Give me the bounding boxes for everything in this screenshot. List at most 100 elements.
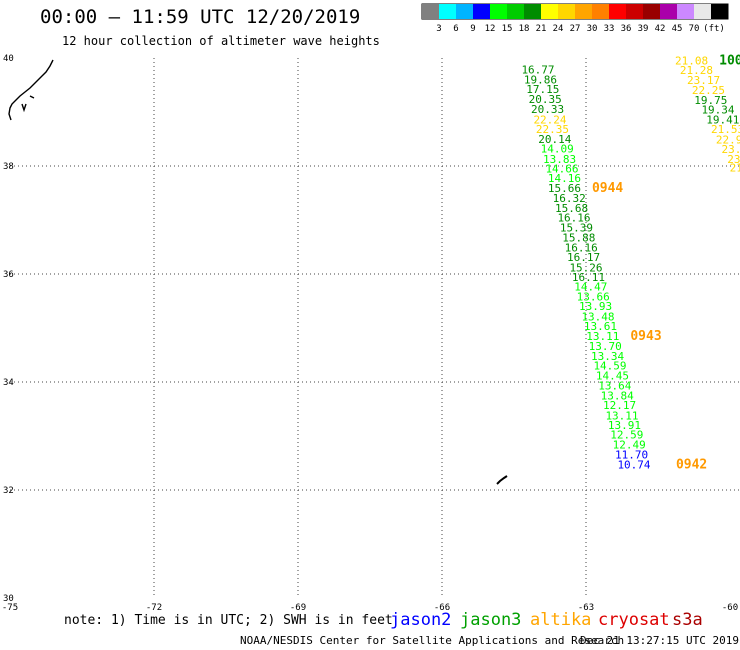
color-swatch: [575, 4, 592, 19]
wave-height-value: 15.39: [560, 221, 593, 234]
color-swatch: [626, 4, 643, 19]
wave-height-value: 19.86: [524, 73, 557, 86]
pass-time-label: 0943: [630, 329, 661, 344]
wave-height-value: 23.2: [722, 143, 740, 156]
bermuda-island: [496, 475, 508, 485]
color-scale-label: 42: [655, 24, 666, 34]
wave-height-value: 19.34: [701, 104, 734, 117]
wave-height-value: 13.11: [586, 330, 619, 343]
latitude-label: 38: [3, 162, 14, 172]
wave-height-value: 13.66: [577, 290, 610, 303]
color-scale-label: 15: [502, 24, 513, 34]
wave-height-value: 10.74: [617, 458, 650, 471]
wave-height-value: 14.16: [548, 172, 581, 185]
wave-height-value: 14.09: [541, 143, 574, 156]
wave-height-value: 19.75: [694, 94, 727, 107]
wave-height-value: 14.59: [593, 360, 626, 373]
wave-height-value: 20.35: [529, 93, 562, 106]
wave-height-value: 12.17: [603, 399, 636, 412]
wave-height-value: 16.32: [553, 192, 586, 205]
color-scale-label: 18: [519, 24, 530, 34]
color-scale-label: 6: [453, 24, 458, 34]
color-swatch: [439, 4, 456, 19]
wave-height-value: 13.48: [581, 310, 614, 323]
color-scale-label: 33: [604, 24, 615, 34]
color-scale-label: 36: [621, 24, 632, 34]
wave-height-value: 19.41: [706, 113, 739, 126]
map-title: 00:00 – 11:59 UTC 12/20/2019: [40, 6, 361, 28]
color-scale-label: 30: [587, 24, 598, 34]
wave-height-value: 15.68: [555, 202, 588, 215]
latitude-label: 32: [3, 486, 14, 496]
wave-height-value: 12.49: [613, 438, 646, 451]
color-swatch: [711, 4, 728, 19]
color-swatch: [677, 4, 694, 19]
mission-cryosat: cryosat: [598, 610, 670, 630]
mission-altika: altika: [530, 610, 592, 630]
color-swatch: [456, 4, 473, 19]
wave-height-value: 22.24: [533, 113, 566, 126]
wave-height-value: 13.91: [608, 419, 641, 432]
wave-height-value: 15.88: [562, 232, 595, 245]
mission-s3a: s3a: [672, 610, 703, 630]
color-scale-label: 24: [553, 24, 564, 34]
wave-height-value: 16.16: [557, 212, 590, 225]
color-swatch: [490, 4, 507, 19]
color-swatch: [507, 4, 524, 19]
wave-height-value: 20.14: [538, 133, 571, 146]
coastline-northeast: [8, 59, 54, 121]
color-scale-label: 27: [570, 24, 581, 34]
lat-lon-grid: [10, 58, 740, 598]
longitude-label: -66: [434, 603, 450, 613]
color-swatch: [694, 4, 711, 19]
longitude-label: -63: [578, 603, 594, 613]
latitude-label: 36: [3, 270, 14, 280]
wave-height-value: 13.70: [589, 340, 622, 353]
latitude-label: 40: [3, 54, 14, 64]
color-scale-unit: (ft): [703, 24, 725, 34]
wave-height-value: 21.: [730, 161, 740, 174]
color-scale-label: 45: [672, 24, 683, 34]
generation-timestamp: Dec 21 13:27:15 UTC 2019: [580, 634, 739, 647]
color-swatch: [660, 4, 677, 19]
wave-height-value: 22.25: [692, 84, 725, 97]
wave-height-value: 13.61: [584, 320, 617, 333]
wave-height-value: 22.93: [716, 133, 740, 146]
longitude-label: -75: [2, 603, 18, 613]
mission-jason3: jason3: [460, 610, 522, 630]
longitude-label: -60: [722, 603, 738, 613]
color-scale-label: 21: [536, 24, 547, 34]
color-swatch: [473, 4, 490, 19]
axis-labels: -75 -72 -69 -66 -63 -60 40 38 36 34 32 30: [2, 54, 738, 613]
color-scale-label: 70: [689, 24, 700, 34]
color-scale-label: 39: [638, 24, 649, 34]
color-scale-label: 9: [470, 24, 475, 34]
footer-credit: NOAA/NESDIS Center for Satellite Applica…: [240, 634, 625, 647]
longitude-label: -69: [290, 603, 306, 613]
wave-height-observations: 21.0821.2823.1722.2519.7519.3419.4121.53…: [521, 54, 740, 471]
latitude-label: 30: [3, 594, 14, 604]
color-swatch: [541, 4, 558, 19]
wave-height-value: 22.35: [536, 123, 569, 136]
wave-height-value: 16.11: [572, 271, 605, 284]
color-swatch: [422, 4, 439, 19]
latitude-label: 34: [3, 378, 14, 388]
wave-height-value: 13.64: [598, 380, 631, 393]
wave-height-value: 21.53: [711, 123, 740, 136]
wave-height-value: 17.15: [526, 83, 559, 96]
wave-height-value: 21.28: [680, 64, 713, 77]
wave-height-value: 13.93: [579, 300, 612, 313]
wave-height-value: 20.33: [531, 103, 564, 116]
wave-height-value: 13.84: [601, 389, 634, 402]
wave-height-value: 15.26: [569, 261, 602, 274]
wave-height-value: 14.47: [574, 281, 607, 294]
map-subtitle: 12 hour collection of altimeter wave hei…: [62, 34, 380, 48]
color-scale-label: 12: [485, 24, 496, 34]
wave-height-value: 21.08: [675, 54, 708, 67]
wave-height-value: 23.: [727, 153, 740, 166]
wave-height-value: 12.59: [610, 429, 643, 442]
color-swatch: [643, 4, 660, 19]
